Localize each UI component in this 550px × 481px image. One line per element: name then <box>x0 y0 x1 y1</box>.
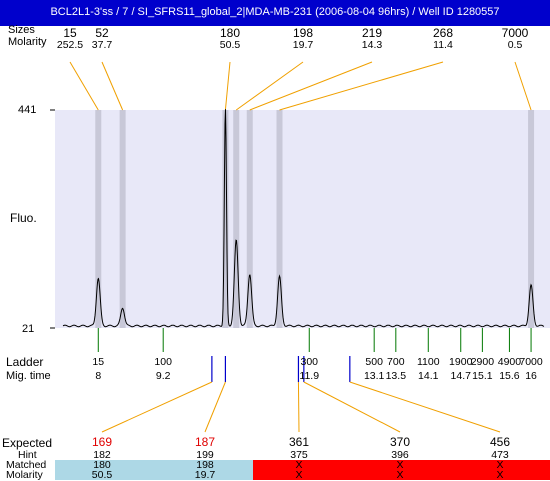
ladder-time-label: 13.5 <box>385 370 407 382</box>
peak-band <box>222 110 229 328</box>
peak-connector <box>249 61 373 111</box>
peak-band <box>528 110 535 328</box>
ladder-time-label: 11.9 <box>299 370 320 382</box>
matched-value: 198 <box>196 459 214 471</box>
mig-time-label: Mig. time <box>6 370 51 382</box>
ladder-size-label: 15 <box>92 356 105 368</box>
ladder-size-label: 4900 <box>497 356 522 368</box>
peak-size-label: 268 <box>432 26 454 40</box>
ladder-time-label: 15.1 <box>472 370 493 382</box>
matched-value: X <box>396 459 404 471</box>
title-bar: BCL2L1-3'ss / 7 / SI_SFRS11_global_2|MDA… <box>0 0 550 26</box>
ladder-size-label: 100 <box>154 356 172 368</box>
ladder-size-label: 7000 <box>519 356 543 368</box>
ladder-size-label: 1900 <box>449 356 473 368</box>
ladder-size-label: 300 <box>300 356 319 368</box>
peak-band <box>276 110 283 328</box>
matched-value: 180 <box>93 459 111 471</box>
matched-molarity-value: 50.5 <box>91 469 113 481</box>
expected-connector <box>101 381 213 433</box>
peak-molarity-label: 19.7 <box>292 39 314 51</box>
y-min-label: 21 <box>22 323 35 335</box>
expected-connector <box>303 381 401 433</box>
ladder-size-label: 700 <box>387 356 405 368</box>
molarity-label: Molarity <box>8 36 47 48</box>
hint-value: 182 <box>93 449 111 461</box>
expected-label: Expected <box>2 436 53 450</box>
peak-connector <box>224 61 231 111</box>
fluorescence-trace <box>62 109 545 328</box>
ladder-label: Ladder <box>6 355 44 369</box>
expected-size-value: 361 <box>288 435 310 449</box>
matched-molarity-value: X <box>295 469 303 481</box>
peak-molarity-label: 37.7 <box>91 39 113 51</box>
matched-molarity-value: X <box>396 469 404 481</box>
expected-size-value: 456 <box>489 435 511 449</box>
peak-molarity-label: 50.5 <box>219 39 241 51</box>
match-ok-bar <box>55 460 253 480</box>
ladder-time-label: 14.7 <box>450 370 471 382</box>
hint-value: 199 <box>196 449 214 461</box>
expected-connector <box>297 381 300 433</box>
matched-molarity-value: X <box>496 469 504 481</box>
peak-size-label: 52 <box>95 26 109 40</box>
peak-band <box>119 110 126 328</box>
expected-size-value: 370 <box>389 435 411 449</box>
hint-value: 396 <box>391 449 409 461</box>
match-fail-bar <box>253 460 550 480</box>
expected-connector <box>204 381 226 433</box>
peak-connector <box>235 61 304 111</box>
peak-size-label: 7000 <box>501 26 529 40</box>
peak-band <box>95 110 102 328</box>
hint-value: 375 <box>290 449 308 461</box>
peak-molarity-label: 11.4 <box>433 39 453 51</box>
ladder-time-label: 15.6 <box>499 370 520 382</box>
y-max-label: 441 <box>18 104 37 116</box>
peak-connector <box>69 61 99 111</box>
ladder-time-label: 13.1 <box>363 370 385 382</box>
peak-size-label: 180 <box>219 26 241 40</box>
peak-connector <box>279 61 444 111</box>
peak-connector <box>101 61 124 111</box>
chart-title: BCL2L1-3'ss / 7 / SI_SFRS11_global_2|MDA… <box>50 6 500 18</box>
hint-value: 473 <box>491 449 509 461</box>
matched-label: Matched <box>6 459 47 471</box>
expected-size-value: 169 <box>91 435 113 449</box>
molarity-bottom-label: Molarity <box>6 469 43 481</box>
matched-value: X <box>295 459 303 471</box>
peak-size-label: 198 <box>292 26 314 40</box>
peak-connector <box>514 61 532 111</box>
peak-band <box>233 110 240 328</box>
peak-band <box>246 110 253 328</box>
sizes-label: Sizes <box>8 24 35 36</box>
matched-molarity-value: 19.7 <box>194 469 216 481</box>
hint-label: Hint <box>18 449 37 461</box>
matched-value: X <box>496 459 504 471</box>
ladder-size-label: 1100 <box>416 356 440 368</box>
peak-size-label: 219 <box>361 26 383 40</box>
peak-molarity-label: 14.3 <box>361 39 383 51</box>
y-axis-label: Fluo. <box>10 211 37 225</box>
ladder-size-label: 500 <box>365 356 383 368</box>
peak-molarity-label: 252.5 <box>56 39 84 51</box>
plot-area <box>55 110 550 328</box>
ladder-time-label: 9.2 <box>155 370 171 382</box>
expected-size-value: 187 <box>194 435 216 449</box>
ladder-size-label: 2900 <box>470 356 495 368</box>
ladder-time-label: 16 <box>525 370 537 382</box>
peak-size-label: 15 <box>63 26 77 40</box>
ladder-time-label: 14.1 <box>418 370 439 382</box>
expected-connector <box>349 381 501 433</box>
ladder-time-label: 8 <box>95 370 102 382</box>
peak-molarity-label: 0.5 <box>507 39 523 51</box>
